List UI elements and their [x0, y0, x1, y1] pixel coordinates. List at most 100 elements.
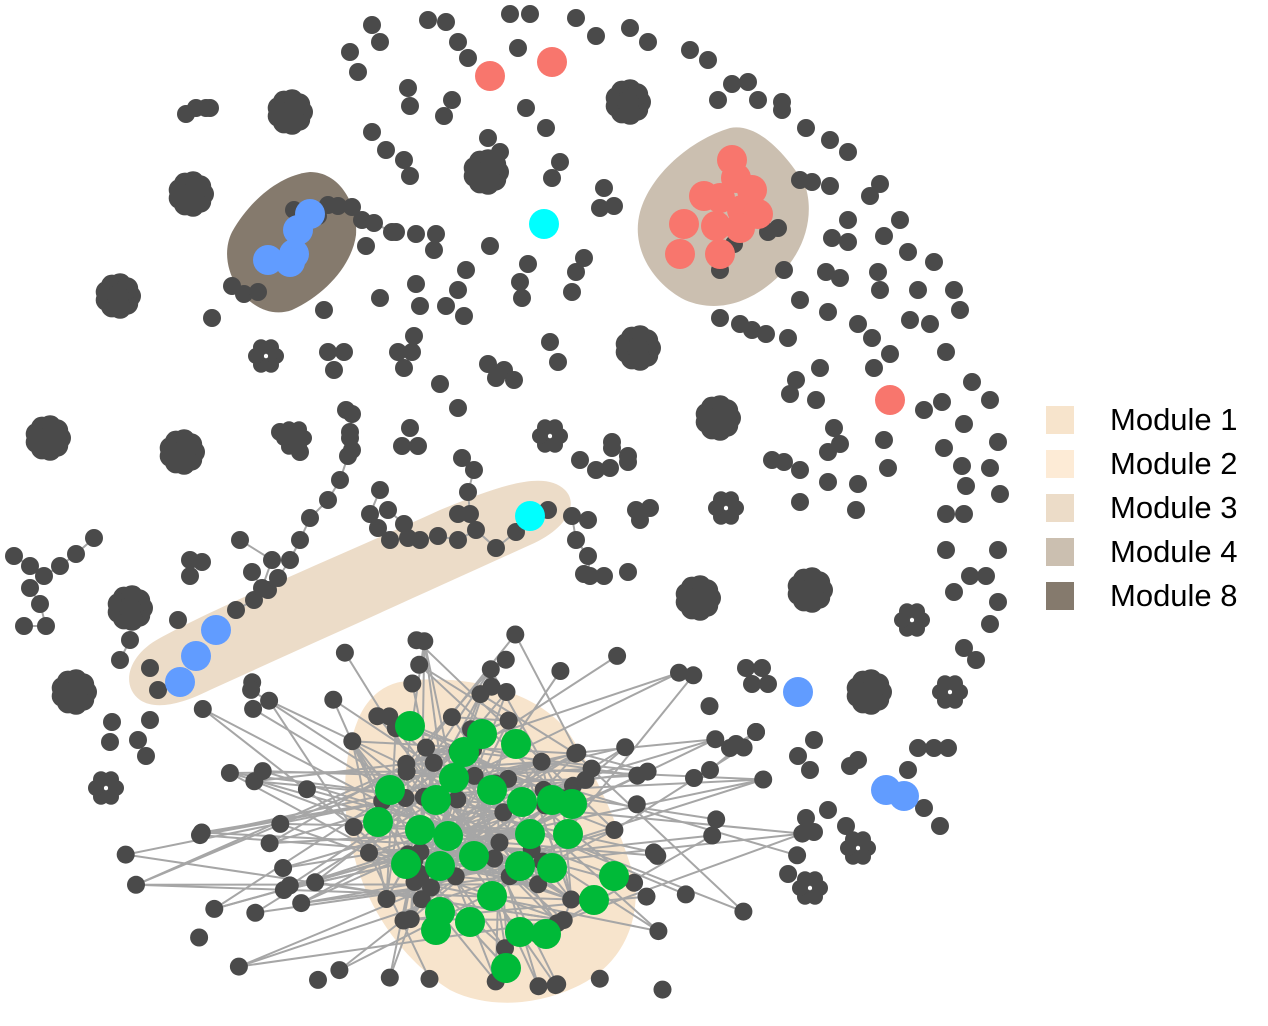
network-node — [193, 553, 211, 571]
network-node — [149, 681, 167, 699]
network-node — [231, 531, 249, 549]
network-node — [601, 459, 619, 477]
module-1-node — [368, 707, 387, 726]
network-node — [465, 461, 483, 479]
network-node — [335, 343, 353, 361]
clump-node — [119, 597, 141, 619]
highlighted-node — [201, 615, 231, 645]
module-1-node — [582, 759, 601, 778]
module-1-node — [343, 732, 362, 751]
network-node — [763, 451, 781, 469]
network-node — [881, 345, 899, 363]
module-1-node — [551, 662, 570, 680]
network-node — [331, 471, 349, 489]
network-node — [85, 529, 103, 547]
network-node — [129, 731, 147, 749]
network-node — [203, 309, 221, 327]
flower-node — [547, 419, 563, 436]
network-node — [839, 143, 857, 161]
network-node — [861, 187, 879, 205]
network-edge — [418, 663, 510, 722]
network-node — [937, 343, 955, 361]
network-node — [819, 801, 837, 819]
legend-item-module-4: Module 4 — [1046, 530, 1238, 574]
network-node — [513, 289, 531, 307]
network-node — [937, 541, 955, 559]
network-node — [899, 761, 917, 779]
network-node — [805, 731, 823, 749]
network-node — [989, 593, 1007, 611]
highlighted-node — [421, 785, 451, 815]
network-node — [121, 631, 139, 649]
highlighted-node — [689, 181, 719, 211]
highlighted-node — [529, 209, 559, 239]
network-node — [427, 225, 445, 243]
network-node — [487, 369, 505, 387]
module-1-node — [465, 766, 484, 785]
highlighted-node — [701, 211, 731, 241]
module-1-node — [116, 845, 135, 864]
module-1-node — [448, 790, 467, 809]
network-node — [357, 237, 375, 255]
flower-node — [855, 831, 871, 848]
highlighted-node — [557, 789, 587, 819]
module-1-node — [253, 762, 272, 781]
network-node — [21, 557, 39, 575]
network-node — [365, 214, 383, 232]
network-node — [743, 675, 761, 693]
network-node — [591, 199, 609, 217]
network-node — [487, 539, 505, 557]
highlighted-node — [421, 915, 451, 945]
network-node — [619, 453, 637, 471]
module-1-node — [424, 753, 443, 772]
network-node — [681, 41, 699, 59]
network-node — [409, 437, 427, 455]
network-node — [595, 567, 613, 585]
network-node — [709, 91, 727, 109]
highlighted-node — [599, 861, 629, 891]
highlighted-node — [491, 953, 521, 983]
network-node — [505, 371, 523, 389]
network-node — [371, 289, 389, 307]
highlighted-node — [405, 815, 435, 845]
module-1-node — [191, 826, 209, 845]
network-node — [963, 373, 981, 391]
module-1-node — [625, 873, 644, 892]
network-node — [747, 723, 765, 741]
network-edge — [229, 772, 421, 877]
network-node — [349, 63, 367, 81]
clump-node — [107, 285, 129, 307]
network-node — [341, 43, 359, 61]
network-edge — [574, 752, 745, 913]
network-node — [435, 107, 453, 125]
module-1-node — [529, 875, 548, 894]
network-node — [787, 371, 805, 389]
highlighted-node — [433, 821, 463, 851]
highlighted-node — [275, 247, 305, 277]
module-1-node — [380, 968, 399, 987]
network-node — [481, 237, 499, 255]
network-node — [111, 651, 129, 669]
network-edge — [613, 746, 745, 831]
network-node — [343, 198, 361, 216]
network-node — [343, 405, 361, 423]
network-node — [951, 301, 969, 319]
network-node — [701, 761, 719, 779]
network-node — [791, 461, 809, 479]
highlighted-node — [531, 919, 561, 949]
network-node — [319, 491, 337, 509]
network-node — [869, 263, 887, 281]
legend-swatch — [1046, 538, 1074, 566]
network-node — [369, 519, 387, 537]
network-node — [915, 401, 933, 419]
network-node — [491, 143, 509, 161]
network-node — [379, 501, 397, 519]
module-1-node — [403, 674, 422, 693]
module-1-node — [292, 894, 311, 913]
network-node — [989, 433, 1007, 451]
clump-node — [799, 579, 821, 601]
module-1-node — [377, 890, 396, 908]
legend: Module 1 Module 2 Module 3 Module 4 Modu… — [1046, 398, 1238, 618]
network-node — [731, 315, 749, 333]
network-node — [271, 423, 289, 441]
